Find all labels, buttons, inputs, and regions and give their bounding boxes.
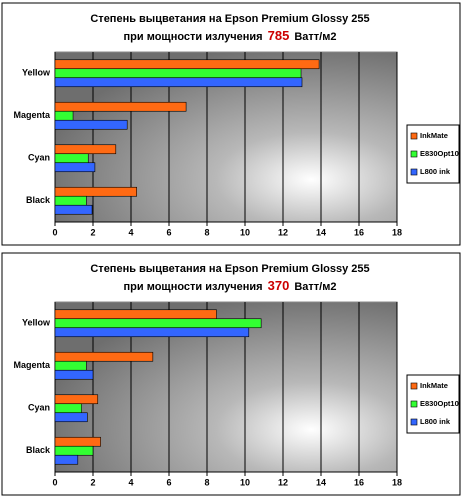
bar [54, 162, 96, 173]
bar [54, 153, 89, 164]
subtitle-prefix: при мощности излучения [124, 281, 263, 293]
x-tick-label: 2 [90, 477, 95, 487]
x-tick-label: 10 [240, 477, 250, 487]
subtitle-value: 370 [268, 278, 290, 293]
x-tick-label: 18 [392, 477, 402, 487]
chart-title: Степень выцветания на Epson Premium Glos… [90, 13, 369, 25]
x-tick-label: 16 [354, 227, 364, 237]
subtitle-unit: Ватт/м2 [294, 281, 336, 293]
legend-label: InkMate [420, 131, 448, 140]
bar [54, 412, 88, 423]
y-tick-label: Yellow [22, 68, 51, 78]
chart: Степень выцветания на Epson Premium Glos… [1, 252, 461, 496]
x-tick-label: 12 [278, 477, 288, 487]
x-tick-label: 14 [316, 477, 326, 487]
legend-label: L800 ink [420, 417, 451, 426]
bar [54, 445, 94, 456]
chart-subtitle: при мощности излучения 785 Ватт/м2 [124, 28, 337, 43]
bar [54, 77, 303, 88]
subtitle-unit: Ватт/м2 [294, 31, 336, 43]
x-tick-label: 6 [166, 227, 171, 237]
chart-subtitle: при мощности излучения 370 Ватт/м2 [124, 278, 337, 293]
bar [54, 101, 187, 112]
x-tick-label: 8 [204, 477, 209, 487]
x-tick-label: 10 [240, 227, 250, 237]
x-tick-label: 14 [316, 227, 326, 237]
legend-label: E830Opt10 [420, 399, 459, 408]
x-tick-label: 16 [354, 477, 364, 487]
y-tick-label: Cyan [28, 403, 50, 413]
y-tick-label: Yellow [22, 318, 51, 328]
bar [54, 110, 74, 121]
x-tick-label: 0 [52, 477, 57, 487]
bar [54, 327, 250, 338]
legend-swatch [410, 168, 418, 176]
y-tick-label: Magenta [13, 110, 51, 120]
legend-swatch [410, 150, 418, 158]
y-tick-label: Cyan [28, 153, 50, 163]
y-tick-label: Black [26, 445, 51, 455]
bar [54, 351, 154, 362]
bar [54, 436, 101, 447]
bar [54, 195, 87, 206]
legend-swatch [410, 132, 418, 140]
y-tick-label: Black [26, 195, 51, 205]
subtitle-prefix: при мощности излучения [124, 31, 263, 43]
chart-title: Степень выцветания на Epson Premium Glos… [90, 263, 369, 275]
x-tick-label: 12 [278, 227, 288, 237]
legend-swatch [410, 400, 418, 408]
bar [54, 369, 94, 380]
bar [54, 403, 82, 414]
bar [54, 454, 79, 465]
y-tick-label: Magenta [13, 360, 51, 370]
bar [54, 394, 99, 405]
legend-label: InkMate [420, 381, 448, 390]
x-tick-label: 6 [166, 477, 171, 487]
chart: Степень выцветания на Epson Premium Glos… [1, 2, 461, 246]
bar [54, 318, 262, 329]
bar [54, 309, 217, 320]
bar [54, 360, 87, 371]
x-tick-label: 8 [204, 227, 209, 237]
legend-label: E830Opt10 [420, 149, 459, 158]
bar [54, 119, 128, 130]
legend-label: L800 ink [420, 167, 451, 176]
x-tick-label: 18 [392, 227, 402, 237]
bar [54, 204, 93, 215]
bar [54, 68, 302, 79]
bar [54, 186, 137, 197]
x-tick-label: 4 [128, 477, 133, 487]
bar [54, 144, 117, 155]
x-tick-label: 4 [128, 227, 133, 237]
x-tick-label: 0 [52, 227, 57, 237]
legend-swatch [410, 382, 418, 390]
bar [54, 59, 320, 70]
subtitle-value: 785 [268, 28, 290, 43]
x-tick-label: 2 [90, 227, 95, 237]
legend-swatch [410, 418, 418, 426]
